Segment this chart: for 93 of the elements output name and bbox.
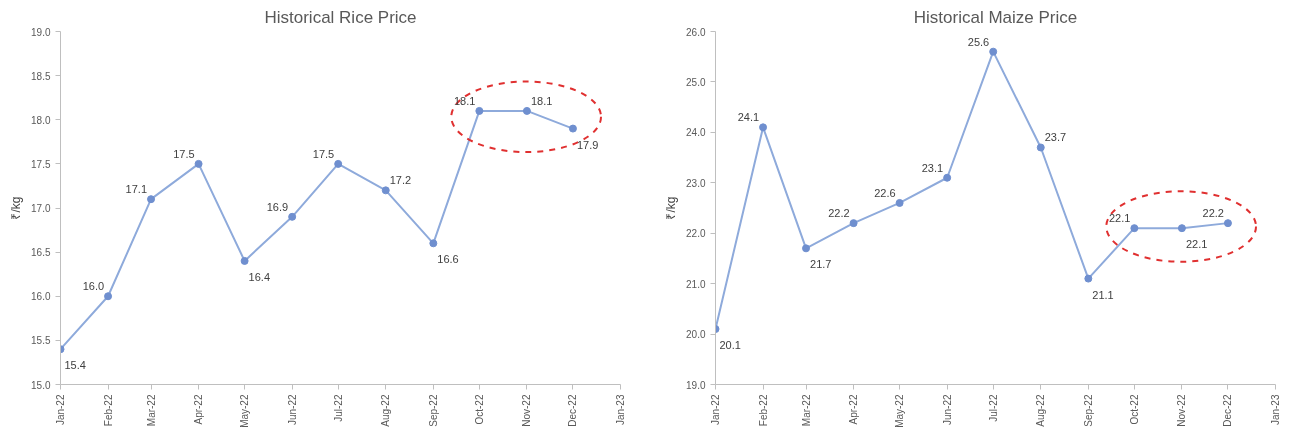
point [240, 256, 249, 265]
x-tick-label: Aug-22 [1035, 394, 1047, 427]
point [1130, 224, 1139, 233]
data-label: 25.6 [967, 35, 990, 48]
x-tick-label: Nov-22 [521, 394, 533, 427]
y-tick-label: 20.0 [686, 329, 706, 341]
x-tick-label: Dec-22 [1222, 394, 1234, 427]
x-tick-label: Jul-22 [987, 394, 999, 422]
point [759, 123, 768, 132]
y-tick-label: 25.0 [686, 76, 706, 88]
x-tick-label: Jul-22 [332, 394, 344, 422]
data-label: 16.0 [82, 280, 105, 293]
y-tick-label: 24.0 [686, 127, 706, 139]
point [334, 159, 343, 168]
point [802, 244, 811, 253]
data-label: 16.6 [437, 253, 459, 266]
x-tick-label: Jun-22 [941, 394, 953, 426]
x-tick-label: Aug-22 [380, 394, 392, 427]
data-label: 22.2 [828, 207, 850, 220]
point [194, 159, 203, 168]
data-label: 23.1 [921, 161, 944, 174]
data-label: 17.5 [173, 147, 195, 160]
y-tick-label: 18.0 [31, 114, 51, 126]
y-axis-title: ₹/kg [664, 196, 679, 220]
data-label: 18.1 [530, 94, 553, 107]
point [104, 292, 113, 301]
point [522, 106, 531, 115]
y-tick-label: 21.0 [686, 278, 706, 290]
x-tick-label: Oct-22 [473, 394, 485, 425]
x-tick-label: Mar-22 [145, 394, 157, 427]
point [147, 195, 156, 204]
chart-title: Historical Maize Price [913, 7, 1078, 27]
point [1036, 143, 1045, 152]
point [288, 212, 297, 221]
x-tick-label: Apr-22 [848, 394, 860, 425]
point [989, 47, 998, 56]
data-label: 18.1 [453, 94, 476, 107]
data-label: 22.1 [1108, 212, 1131, 225]
y-tick-label: 15.0 [31, 379, 51, 391]
y-tick-label: 17.5 [31, 158, 51, 170]
y-axis-title: ₹/kg [9, 196, 24, 220]
y-tick-label: 26.0 [686, 26, 706, 38]
data-label: 17.1 [125, 183, 148, 196]
point [849, 219, 858, 228]
point [1223, 219, 1232, 228]
x-tick-label: May-22 [239, 394, 251, 428]
y-tick-label: 17.0 [31, 203, 51, 214]
y-tick-label: 16.5 [31, 247, 51, 259]
data-label: 21.1 [1092, 288, 1114, 301]
x-tick-label: Feb-22 [102, 394, 114, 427]
chart-title: Historical Rice Price [264, 7, 417, 27]
data-label: 21.7 [810, 258, 832, 271]
point [895, 198, 904, 207]
x-tick-label: Mar-22 [800, 394, 812, 427]
data-label: 20.1 [719, 339, 741, 352]
point [568, 124, 577, 133]
x-tick-label: Jan-22 [55, 394, 66, 426]
x-tick-label: Dec-22 [567, 394, 579, 427]
x-tick-label: Sep-22 [1082, 394, 1094, 427]
x-tick-label: May-22 [894, 394, 906, 428]
data-label: 22.1 [1185, 238, 1208, 251]
point [1177, 224, 1186, 233]
y-tick-label: 23.0 [686, 177, 706, 189]
x-tick-label: Jan-22 [710, 394, 721, 426]
data-label: 16.4 [248, 270, 271, 283]
x-tick-label: Nov-22 [1176, 394, 1188, 427]
data-label: 17.2 [389, 174, 412, 187]
x-tick-label: Jan-23 [1270, 394, 1281, 426]
x-tick-label: Oct-22 [1128, 394, 1140, 425]
x-tick-label: Apr-22 [193, 394, 205, 425]
x-tick-label: Sep-22 [427, 394, 439, 427]
y-tick-label: 18.5 [31, 70, 51, 82]
data-label: 17.9 [576, 138, 599, 151]
y-tick-label: 19.0 [686, 379, 706, 391]
point [475, 106, 484, 115]
point [943, 173, 952, 182]
data-label: 15.4 [64, 359, 86, 372]
data-label: 23.7 [1044, 131, 1067, 144]
point [429, 239, 438, 248]
x-tick-label: Jan-23 [615, 394, 626, 426]
data-label: 22.6 [874, 186, 896, 199]
y-tick-label: 22.0 [686, 228, 706, 240]
y-tick-label: 16.0 [31, 291, 51, 303]
data-label: 16.9 [266, 200, 289, 213]
y-tick-label: 19.0 [31, 26, 51, 38]
x-tick-label: Feb-22 [757, 394, 769, 427]
y-tick-label: 15.5 [31, 335, 51, 347]
point [381, 186, 390, 195]
point [1084, 274, 1093, 283]
data-label: 24.1 [737, 111, 760, 124]
x-tick-label: Jun-22 [286, 394, 298, 426]
data-label: 17.5 [312, 147, 335, 160]
data-label: 22.2 [1202, 207, 1224, 220]
